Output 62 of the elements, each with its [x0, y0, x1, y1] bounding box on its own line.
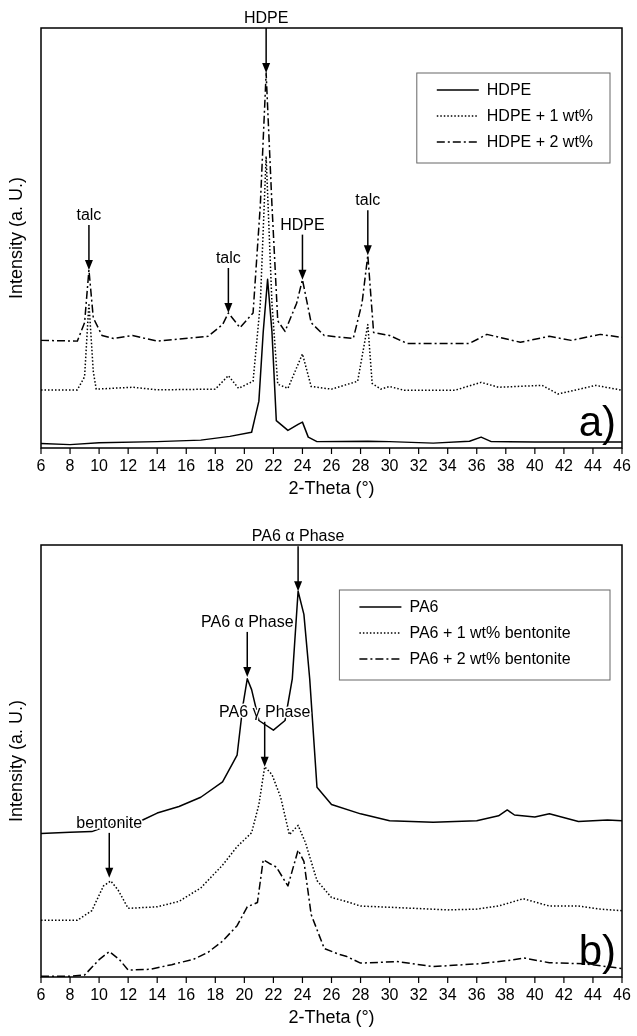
x-tick-label: 12 — [119, 986, 138, 1003]
y-axis-title: Intensity (a. U.) — [6, 176, 26, 300]
x-tick-label: 44 — [584, 986, 602, 1003]
annotation: bentonite — [76, 813, 143, 831]
x-axis-title: 2-Theta (°) — [288, 478, 375, 498]
x-tick-label: 10 — [90, 457, 109, 474]
legend-label: PA6 + 1 wt% bentonite — [409, 624, 571, 641]
x-tick-label: 46 — [613, 457, 631, 474]
x-axis-title: 2-Theta (°) — [288, 1007, 375, 1027]
x-tick-label: 38 — [496, 986, 515, 1003]
legend-label: HDPE — [486, 81, 532, 98]
x-tick-label: 18 — [206, 457, 225, 474]
x-tick-label: 24 — [293, 457, 312, 474]
x-tick-label: 46 — [613, 986, 631, 1003]
x-tick-label: 40 — [525, 457, 544, 474]
legend-label: HDPE + 2 wt% — [486, 133, 594, 150]
x-tick-label: 18 — [206, 986, 225, 1003]
x-tick-label: 30 — [380, 457, 399, 474]
x-tick-label: 32 — [409, 986, 428, 1003]
annotation: HDPE — [243, 9, 289, 26]
x-tick-label: 6 — [36, 986, 46, 1003]
x-tick-label: 40 — [525, 986, 544, 1003]
annotation: PA6 α Phase — [251, 527, 345, 545]
x-tick-label: 8 — [65, 986, 75, 1003]
x-tick-label: 24 — [293, 986, 312, 1003]
x-tick-label: 36 — [467, 457, 486, 474]
x-tick-label: 20 — [235, 986, 254, 1003]
annotation: HDPE — [280, 215, 325, 233]
y-axis-title: Intensity (a. U.) — [6, 699, 26, 823]
x-tick-label: 36 — [467, 986, 486, 1003]
x-tick-label: 22 — [264, 986, 283, 1003]
x-tick-label: 20 — [235, 457, 254, 474]
x-tick-label: 6 — [36, 457, 46, 474]
legend-label: HDPE + 1 wt% — [486, 107, 594, 124]
annotation: PA6 α Phase — [200, 612, 294, 630]
x-tick-label: 34 — [438, 986, 457, 1003]
x-tick-label: 42 — [555, 457, 573, 474]
x-tick-label: 44 — [584, 457, 602, 474]
x-tick-label: 16 — [177, 457, 196, 474]
annotation: talc — [215, 249, 241, 266]
x-tick-label: 26 — [322, 457, 341, 474]
x-tick-label: 42 — [555, 986, 573, 1003]
x-tick-label: 38 — [496, 457, 515, 474]
legend-label: PA6 + 2 wt% bentonite — [409, 650, 571, 667]
x-tick-label: 16 — [177, 986, 196, 1003]
x-tick-label: 34 — [438, 457, 457, 474]
x-tick-label: 28 — [351, 986, 370, 1003]
legend-label: PA6 — [409, 598, 439, 615]
x-tick-label: 26 — [322, 986, 341, 1003]
x-tick-label: 14 — [148, 457, 167, 474]
x-tick-label: 22 — [264, 457, 283, 474]
annotation: b) — [578, 927, 616, 974]
annotation: a) — [578, 398, 616, 445]
x-tick-label: 12 — [119, 457, 138, 474]
x-tick-label: 10 — [90, 986, 109, 1003]
x-tick-label: 14 — [148, 986, 167, 1003]
annotation: talc — [76, 205, 102, 223]
annotation: talc — [355, 191, 381, 209]
x-tick-label: 30 — [380, 986, 399, 1003]
x-tick-label: 32 — [409, 457, 428, 474]
x-tick-label: 8 — [65, 457, 75, 474]
x-tick-label: 28 — [351, 457, 370, 474]
